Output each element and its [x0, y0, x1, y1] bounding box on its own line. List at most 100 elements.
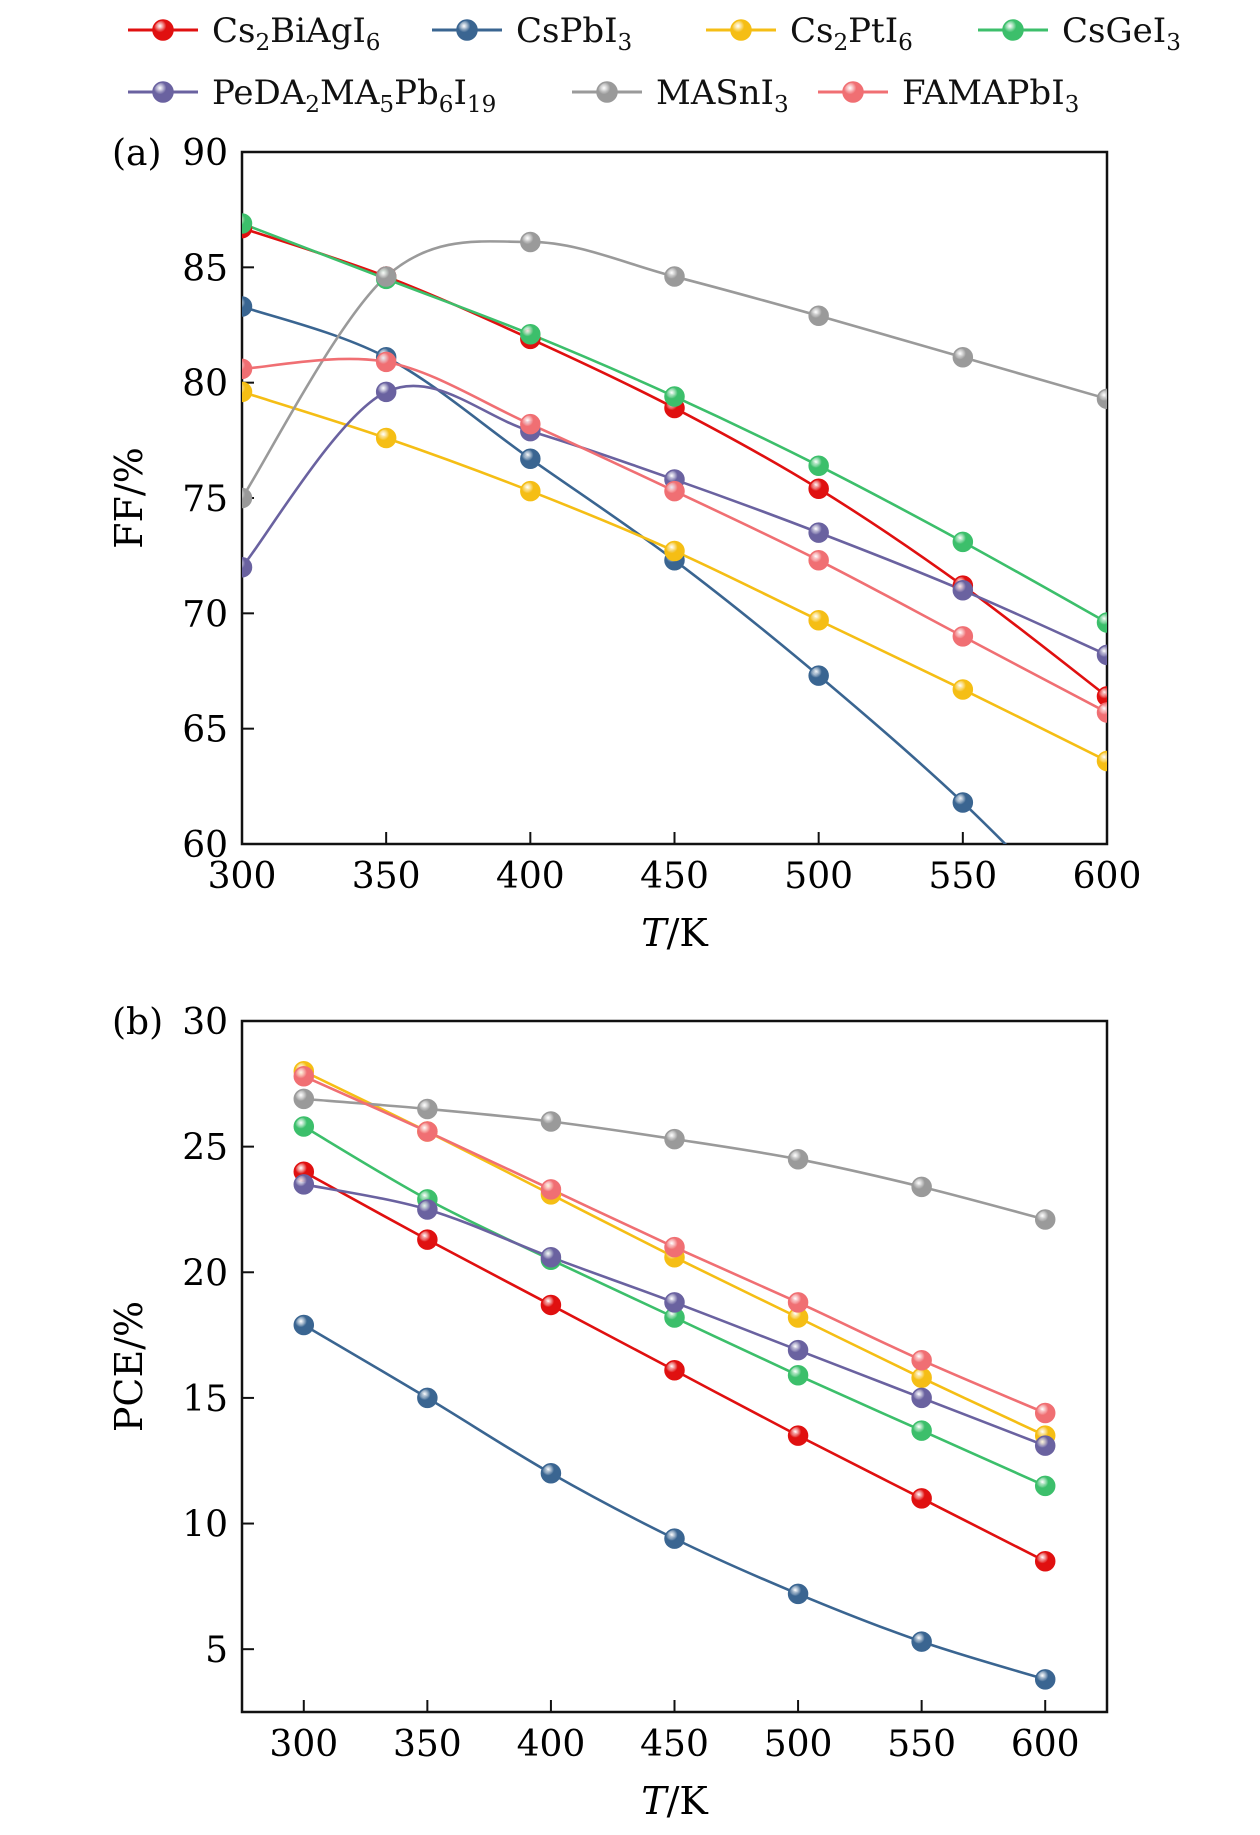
- data-point: [520, 448, 541, 470]
- data-point: [787, 1339, 809, 1361]
- x-tick-label: 550: [887, 1724, 956, 1765]
- x-tick-label: 500: [784, 856, 853, 897]
- data-point: [952, 347, 974, 368]
- legend-item-csgei3: CsGeI3​: [978, 11, 1181, 56]
- data-point: [417, 1229, 438, 1250]
- panel-label: (a): [112, 133, 162, 174]
- y-tick-label: 15: [182, 1379, 228, 1420]
- data-point: [808, 478, 829, 500]
- y-axis-title: PCE/%: [107, 1301, 151, 1432]
- data-point: [242, 381, 253, 403]
- x-tick-label: 300: [208, 856, 277, 897]
- data-point: [787, 1365, 809, 1386]
- data-point: [808, 550, 829, 571]
- data-point: [540, 1294, 562, 1316]
- data-point: [375, 266, 397, 287]
- series-markers-masni3: [293, 1088, 1056, 1230]
- legend-item-masni3: MASnI3​: [572, 73, 789, 118]
- data-point: [293, 1088, 315, 1110]
- panel-a: 300 350 400 450 500 550 600 60 65 70 75 80 85 90 (a) T/…: [107, 133, 1142, 957]
- data-point: [1096, 388, 1107, 410]
- x-tick-label: 350: [352, 856, 421, 897]
- plot-area: [242, 213, 1117, 957]
- data-point: [242, 213, 253, 234]
- y-tick-label: 65: [182, 710, 228, 751]
- legend-label: FAMAPbI3​: [902, 73, 1079, 118]
- legend-label: Cs2​PtI6​: [790, 11, 913, 56]
- data-point: [664, 1292, 685, 1313]
- data-point: [375, 351, 397, 373]
- legend-marker: [730, 19, 752, 41]
- x-tick-label: 300: [269, 1724, 338, 1765]
- x-tick-label: 600: [1073, 856, 1142, 897]
- data-point: [664, 480, 685, 502]
- data-point: [540, 1463, 562, 1484]
- data-point: [664, 386, 685, 407]
- series-line: [242, 384, 1107, 657]
- data-point: [1034, 1402, 1056, 1424]
- data-point: [375, 427, 397, 449]
- data-point: [417, 1199, 438, 1220]
- legend-label: CsPbI3​: [516, 11, 632, 56]
- data-point: [808, 305, 829, 327]
- data-point: [808, 665, 829, 686]
- data-point: [417, 1387, 438, 1409]
- series-line: [242, 390, 1107, 763]
- legend-item-cs2pti6: Cs2​PtI6​: [706, 11, 913, 56]
- data-point: [911, 1631, 932, 1652]
- data-point: [952, 679, 974, 700]
- data-point: [520, 413, 541, 435]
- x-tick-label: 550: [928, 856, 997, 897]
- data-point: [1034, 1209, 1056, 1230]
- data-point: [911, 1349, 932, 1371]
- series-markers-famapbi3: [293, 1066, 1056, 1424]
- series-markers-peda2ma5pb6i19: [242, 381, 1107, 666]
- data-point: [787, 1148, 809, 1170]
- series-markers-famapbi3: [242, 351, 1107, 723]
- series-masni3: [303, 1097, 1046, 1221]
- data-point: [664, 1128, 685, 1150]
- data-point: [787, 1292, 809, 1313]
- x-axis-title: T/K: [641, 911, 708, 955]
- data-point: [1098, 938, 1117, 957]
- series-peda2ma5pb6i19: [242, 384, 1107, 657]
- data-point: [911, 1387, 932, 1409]
- y-tick-label: 20: [182, 1253, 228, 1294]
- series-markers-cs2biagi6: [242, 217, 1107, 707]
- y-axis-title: FF/%: [107, 447, 151, 549]
- series-line: [242, 226, 1107, 698]
- series-markers-peda2ma5pb6i19: [293, 1174, 1056, 1456]
- y-tick-label: 30: [182, 1002, 228, 1043]
- y-tick-label: 25: [182, 1128, 228, 1169]
- data-point: [1034, 1669, 1056, 1690]
- data-point: [1096, 750, 1107, 772]
- data-point: [911, 1367, 932, 1389]
- y-tick-label: 60: [182, 825, 228, 866]
- data-point: [540, 1246, 562, 1268]
- x-tick-label: 400: [496, 856, 565, 897]
- y-tick-label: 10: [182, 1505, 228, 1546]
- data-point: [1034, 1435, 1056, 1456]
- series-markers-cs2pti6: [242, 381, 1107, 772]
- legend-item-famapbi3: FAMAPbI3​: [818, 73, 1079, 118]
- data-point: [1096, 644, 1107, 666]
- data-point: [293, 1174, 315, 1195]
- legend-marker: [596, 81, 618, 103]
- data-point: [664, 266, 685, 287]
- legend-label: PeDA2​MA5​Pb6​I19​: [212, 73, 496, 118]
- data-point: [293, 1314, 315, 1336]
- y-tick-label: 5: [205, 1630, 228, 1671]
- legend-item-cspbi3: CsPbI3​: [432, 11, 632, 56]
- data-point: [1096, 612, 1107, 633]
- legend-marker: [842, 81, 864, 103]
- data-point: [520, 323, 541, 345]
- legend: Cs2​BiAgI6​ CsPbI3​ Cs2​PtI6​ CsGeI3​ PeDA2​…: [128, 11, 1181, 118]
- legend-marker: [1002, 19, 1024, 41]
- data-point: [952, 580, 974, 601]
- data-point: [293, 1116, 315, 1137]
- x-tick-label: 350: [393, 1724, 462, 1765]
- data-point: [808, 455, 829, 476]
- data-point: [375, 381, 397, 403]
- plot-area: [293, 1061, 1056, 1690]
